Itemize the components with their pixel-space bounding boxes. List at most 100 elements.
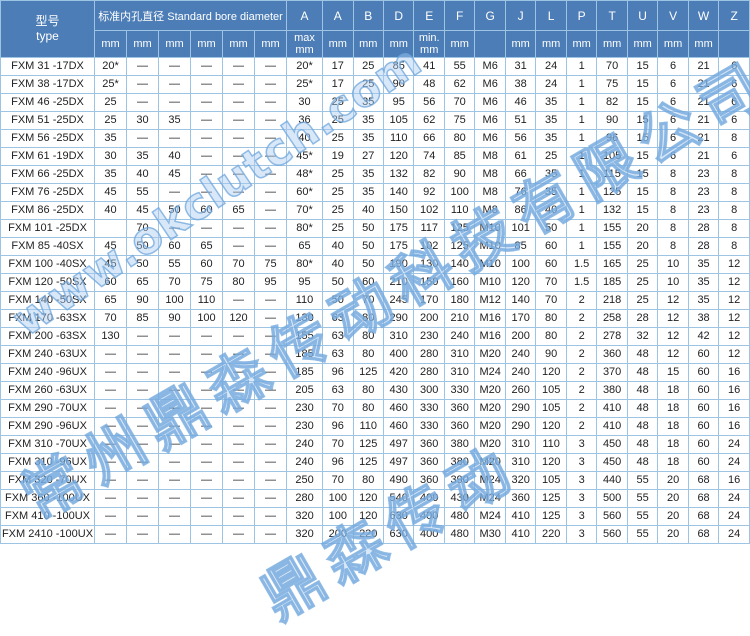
model-cell: FXM 85 -40SX [0, 237, 95, 256]
dim-value-cell: 120 [382, 147, 415, 166]
bore-value-cell: — [94, 489, 127, 508]
dim-value-cell: 75 [596, 75, 628, 94]
dim-value-cell: 90 [382, 75, 415, 94]
dim-value-cell: 40 [322, 255, 354, 274]
dim-value-cell: 6 [657, 75, 689, 94]
header-row-units: mm mm mm mm mm mm max mm mm mm mm min. mm mm mm mm mm m… [1, 30, 750, 58]
dim-value-cell: 140 [443, 255, 476, 274]
bore-value-cell: — [190, 327, 223, 346]
table-row: FXM 101 -25DX 70— — — —80* 25 50 175 117 125 M10 10… [0, 219, 750, 238]
dim-value-cell: 80* [286, 219, 324, 238]
dim-value-cell: 2 [565, 327, 598, 346]
bore-value-cell: — [190, 75, 223, 94]
bore-value-cell: — [126, 327, 159, 346]
bore-value-cell: — [253, 309, 288, 328]
dim-value-cell: 80 [352, 381, 384, 400]
dim-value-cell: 125 [443, 219, 476, 238]
dim-value-cell: 18 [657, 417, 689, 436]
dim-value-cell: 8 [718, 219, 750, 238]
dim-value-cell: 25 [535, 147, 567, 166]
dim-value-cell: 50 [535, 219, 567, 238]
dim-value-cell: 68 [687, 507, 720, 526]
dim-value-cell: 76 [504, 183, 537, 202]
table-row: FXM 85 -40SX 45 50 60 65— —65 40 50 175 102 125 M10… [0, 237, 750, 256]
dim-value-cell: 85 [382, 57, 415, 76]
bore-value-cell: — [158, 345, 191, 364]
dim-value-cell: 12 [657, 327, 689, 346]
dim-value-cell: 2 [565, 291, 598, 310]
bore-value-cell: — [253, 399, 288, 418]
col-header-dim-letter: J [504, 0, 537, 31]
bore-value-cell: 35 [94, 129, 127, 148]
dim-value-cell: 400 [382, 345, 415, 364]
table-row: FXM 86 -25DX 40 45 50 60 65—70* 25 40 150 102 110 M… [0, 201, 750, 220]
col-header-dim-letter: V [657, 0, 689, 31]
dim-value-cell: 80 [352, 327, 384, 346]
bore-value-cell: — [158, 75, 191, 94]
model-cell: FXM 240 -96UX [0, 363, 95, 382]
dim-value-cell: 24 [718, 489, 750, 508]
dim-value-cell: 48 [626, 381, 659, 400]
dim-value-cell: 21 [687, 57, 720, 76]
bore-value-cell: — [253, 237, 288, 256]
dim-value-cell: 18 [657, 453, 689, 472]
model-cell: FXM 360 -100UX [0, 489, 95, 508]
dim-value-cell: 35 [352, 129, 384, 148]
dim-value-cell: 120 [535, 453, 567, 472]
dim-value-cell: 55 [626, 507, 659, 526]
dim-value-cell: 70 [535, 273, 567, 292]
dim-value-cell: 310 [504, 453, 537, 472]
dim-value-cell: 80 [352, 399, 384, 418]
dim-value-cell: 96 [322, 417, 354, 436]
dim-value-cell: 62 [413, 111, 445, 130]
dim-value-cell: 25 [626, 273, 659, 292]
dim-value-cell: 28 [687, 237, 720, 256]
dim-value-cell: 110 [382, 129, 415, 148]
dim-value-cell: 100 [322, 507, 354, 526]
bore-value-cell: — [253, 435, 288, 454]
dim-value-cell: M16 [474, 327, 506, 346]
dim-value-cell: M30 [474, 525, 506, 544]
dim-value-cell: 280 [286, 489, 324, 508]
dim-value-cell: 35 [352, 93, 384, 112]
dim-value-cell: 27 [352, 147, 384, 166]
dim-value-cell: 8 [657, 237, 689, 256]
dim-value-cell: 61 [504, 147, 537, 166]
bore-value-cell: — [94, 363, 127, 382]
table-row: FXM 61 -19DX 30 35 40— — —45* 19 27 120 74 85 M8 61 2… [0, 147, 750, 166]
table-row: FXM 100 -40SX 45 50 55 60 70 75 80* 40 50 190 130 14… [0, 255, 750, 274]
col-header-dim-unit: mm [504, 30, 537, 58]
bore-value-cell: — [190, 111, 223, 130]
dim-value-cell: 120 [535, 417, 567, 436]
dim-value-cell: 20 [657, 507, 689, 526]
col-header-dim-unit: mm [687, 30, 720, 58]
dim-value-cell: 21 [687, 111, 720, 130]
dim-value-cell: 300 [413, 381, 445, 400]
dim-value-cell: 74 [413, 147, 445, 166]
dim-value-cell: 68 [687, 525, 720, 544]
bore-value-cell: 70 [222, 255, 255, 274]
col-header-bore-unit: mm [94, 30, 127, 58]
dim-value-cell: 230 [286, 399, 324, 418]
dim-value-cell: 25 [322, 183, 354, 202]
dim-value-cell: 155 [286, 327, 324, 346]
bore-value-cell: — [190, 363, 223, 382]
dim-value-cell: 100 [504, 255, 537, 274]
bore-value-cell: — [94, 525, 127, 544]
dim-value-cell: 48* [286, 165, 324, 184]
dim-value-cell: 60 [687, 399, 720, 418]
bore-value-cell: 130 [94, 327, 127, 346]
dim-value-cell: 360 [413, 471, 445, 490]
dim-value-cell: 360 [443, 399, 476, 418]
dim-value-cell: 48 [626, 345, 659, 364]
bore-value-cell: — [253, 183, 288, 202]
bore-value-cell: — [222, 363, 255, 382]
dim-value-cell: 96 [596, 129, 628, 148]
bore-value-cell: — [222, 489, 255, 508]
dim-value-cell: 380 [443, 435, 476, 454]
dim-value-cell: 6 [718, 147, 750, 166]
bore-value-cell: 65 [222, 201, 255, 220]
bore-value-cell: 25* [94, 75, 127, 94]
dim-value-cell: 220 [352, 525, 384, 544]
table-head: 型号 type 标准内孔直径 Standard bore diameter A A B D… [0, 0, 750, 58]
